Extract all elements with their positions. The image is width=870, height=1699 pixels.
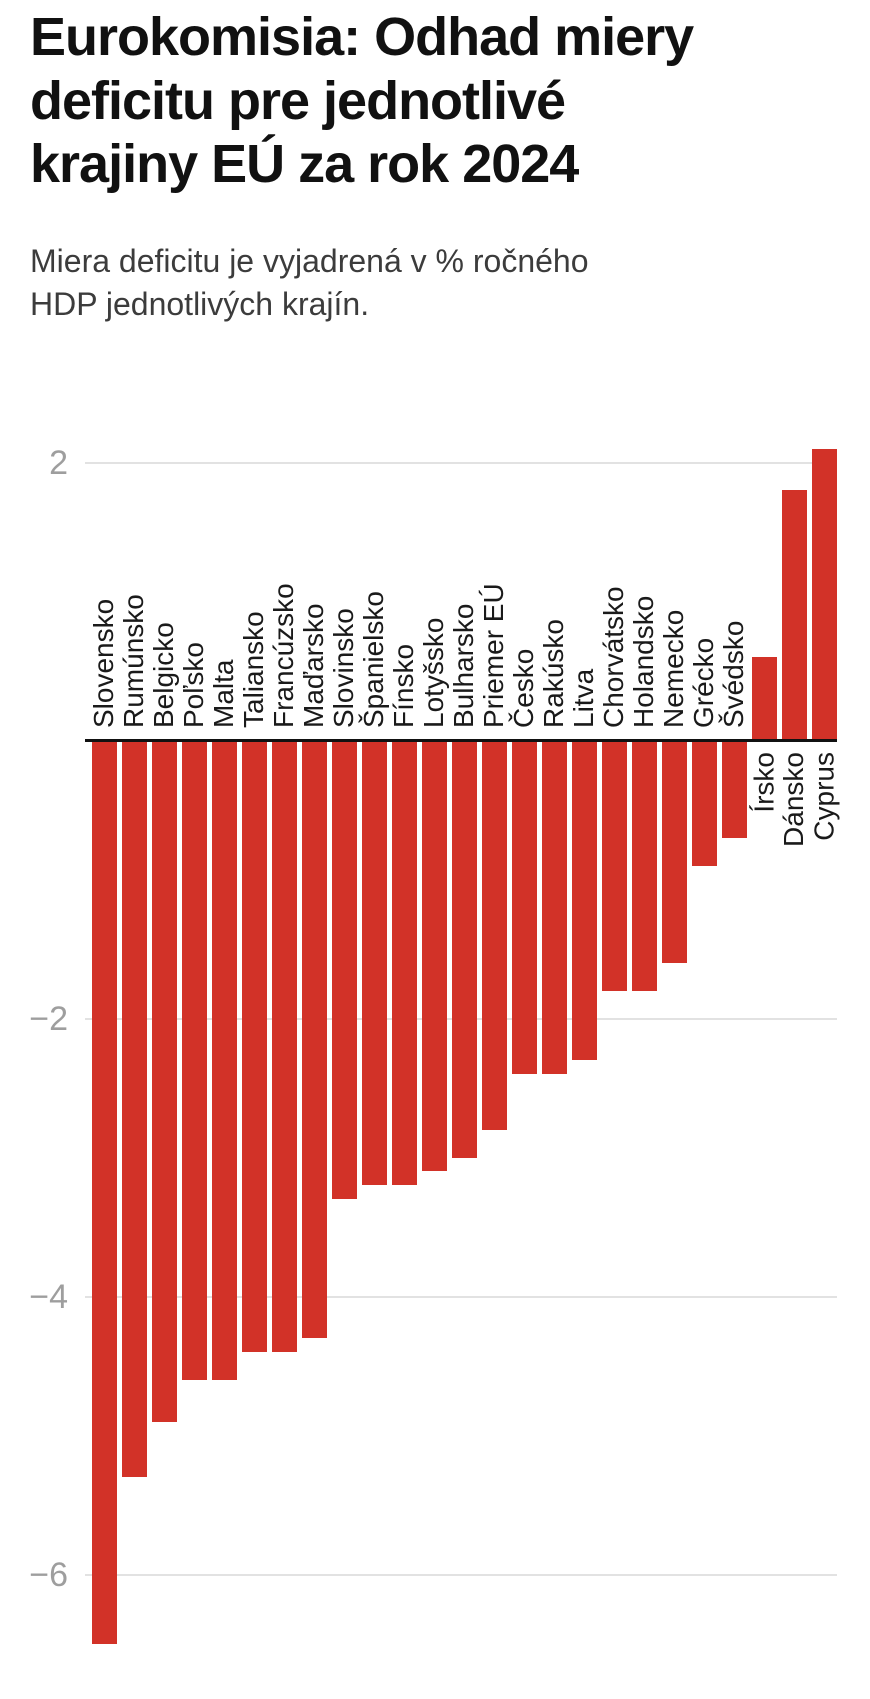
bar: [211, 740, 237, 1380]
bar: [181, 740, 207, 1380]
gridline: [85, 461, 837, 464]
bar-label: Fínsko: [388, 643, 420, 728]
gridline: [85, 1573, 837, 1576]
bar: [601, 740, 627, 991]
bar: [811, 448, 837, 741]
bar-label: Grécko: [688, 637, 720, 728]
bar-label: Malta: [208, 659, 240, 728]
bar: [751, 657, 777, 741]
y-tick-label: −4: [29, 1277, 68, 1316]
bar: [451, 740, 477, 1158]
bar: [391, 740, 417, 1186]
bar: [691, 740, 717, 866]
bar: [361, 740, 387, 1186]
bar: [91, 740, 117, 1644]
y-tick-label: 2: [49, 443, 68, 482]
bar-label: Lotyšsko: [418, 617, 450, 729]
bar: [241, 740, 267, 1353]
bar-label: Dánsko: [778, 752, 810, 847]
chart-title: Eurokomisia: Odhad miery deficitu pre je…: [30, 7, 694, 195]
bar-label: Cyprus: [808, 752, 840, 841]
bar-label: Nemecko: [658, 609, 690, 728]
bar: [331, 740, 357, 1200]
bar-label: Slovinsko: [328, 608, 360, 728]
bar: [571, 740, 597, 1061]
bar: [721, 740, 747, 838]
x-axis-line: [85, 739, 837, 742]
gridline: [85, 1295, 837, 1298]
bar: [541, 740, 567, 1075]
bar-label: Litva: [568, 668, 600, 728]
bar-label: Bulharsko: [448, 603, 480, 728]
bar-label: Francúzsko: [268, 583, 300, 728]
bar-label: Taliansko: [238, 611, 270, 728]
bar: [661, 740, 687, 963]
bar-label: Rumúnsko: [118, 594, 150, 728]
bar: [151, 740, 177, 1422]
bar-label: Belgicko: [148, 622, 180, 728]
bar-label: Írsko: [748, 752, 780, 813]
bar-label: Holandsko: [628, 595, 660, 728]
bar-label: Chorvátsko: [598, 586, 630, 728]
y-tick-label: −6: [29, 1555, 68, 1594]
bar: [511, 740, 537, 1075]
bar-label: Česko: [508, 648, 540, 728]
bar: [301, 740, 327, 1339]
bar-label: Španielsko: [358, 591, 390, 728]
bar: [121, 740, 147, 1478]
bar: [271, 740, 297, 1353]
bar: [421, 740, 447, 1172]
bar: [781, 490, 807, 741]
bar-label: Slovensko: [88, 598, 120, 728]
bar-label: Poľsko: [178, 642, 210, 728]
bar-label: Priemer EÚ: [478, 583, 510, 728]
bar-label: Švédsko: [718, 620, 750, 728]
bar: [481, 740, 507, 1130]
bar-label: Rakúsko: [538, 619, 570, 728]
chart-subtitle: Miera deficitu je vyjadrená v % ročného …: [30, 243, 589, 323]
bar-label: Maďarsko: [298, 603, 330, 728]
bar: [631, 740, 657, 991]
y-tick-label: −2: [29, 999, 68, 1038]
